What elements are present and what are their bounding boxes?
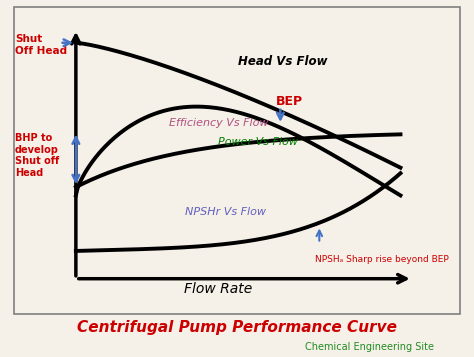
Text: Power Vs Flow: Power Vs Flow — [218, 137, 298, 147]
Text: Head Vs Flow: Head Vs Flow — [238, 55, 328, 68]
Text: Chemical Engineering Site: Chemical Engineering Site — [305, 342, 434, 352]
Text: Shut
Off Head: Shut Off Head — [15, 34, 67, 56]
Text: Flow Rate: Flow Rate — [184, 282, 252, 296]
Text: NPSHr Vs Flow: NPSHr Vs Flow — [185, 207, 266, 217]
Text: Centrifugal Pump Performance Curve: Centrifugal Pump Performance Curve — [77, 320, 397, 335]
Text: NPSHₐ Sharp rise beyond BEP: NPSHₐ Sharp rise beyond BEP — [315, 255, 449, 263]
Text: BHP to
develop
Shut off
Head: BHP to develop Shut off Head — [15, 133, 59, 178]
Text: Efficiency Vs Flow: Efficiency Vs Flow — [169, 118, 269, 128]
Text: BEP: BEP — [276, 95, 303, 109]
